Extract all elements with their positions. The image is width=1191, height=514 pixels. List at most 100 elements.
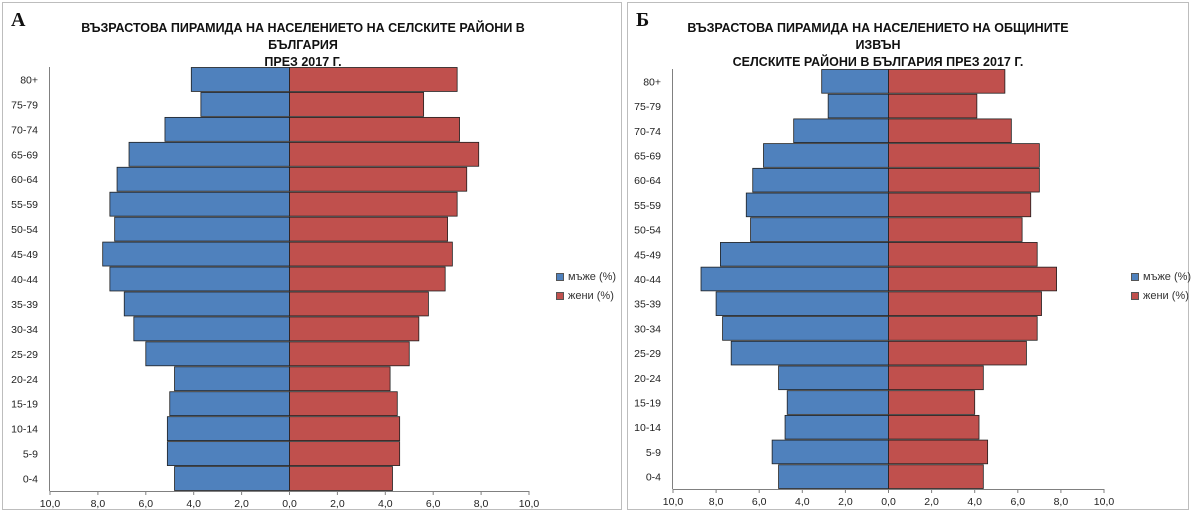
bar-male-75-79 — [827, 93, 889, 119]
legend-label-female: жени (%) — [568, 290, 614, 302]
bar-male-60-64 — [116, 166, 290, 192]
bar-male-75-79 — [200, 92, 290, 117]
bar-male-40-44 — [109, 266, 290, 292]
x-tick-label: 2,0 — [838, 496, 853, 508]
y-tick-label: 75-79 — [11, 99, 38, 111]
bar-male-5-9 — [771, 439, 889, 465]
y-tick-label: 30-34 — [634, 323, 661, 335]
bar-male-15-19 — [169, 391, 290, 417]
bar-male-50-54 — [750, 217, 889, 242]
bar-male-70-74 — [164, 116, 290, 142]
bar-female-60-64 — [888, 167, 1040, 193]
bar-male-0-4 — [174, 466, 290, 491]
population-pyramid-a: 0-4 5-9 10-14 15-19 20-24 25-29 30-34 35-39 40-4… — [11, 67, 540, 510]
bar-female-80+ — [289, 67, 458, 92]
x-tick-label: 10,0 — [663, 496, 684, 508]
bar-female-45-49 — [289, 241, 453, 267]
legend-swatch-male — [556, 273, 564, 281]
bar-female-20-24 — [289, 366, 391, 392]
legend: мъже (%) жени (%) — [556, 269, 616, 307]
y-tick-label: 0-4 — [646, 472, 661, 484]
bar-female-45-49 — [888, 242, 1038, 267]
chart-title-line2: СЕЛСКИТЕ РАЙОНИ В БЪЛГАРИЯ ПРЕЗ 2017 Г. — [732, 55, 1024, 69]
bar-male-30-34 — [133, 316, 290, 342]
bar-female-40-44 — [289, 266, 446, 292]
bar-male-20-24 — [174, 366, 290, 392]
bar-male-35-39 — [715, 291, 889, 316]
x-tick-label: 6,0 — [1010, 496, 1025, 508]
bar-female-35-39 — [289, 291, 429, 317]
y-tick-label: 55-59 — [11, 199, 38, 211]
legend-item-male: мъже (%) — [1131, 269, 1191, 285]
y-tick-label: 70-74 — [11, 124, 38, 136]
x-tick-label: 10,0 — [519, 498, 540, 510]
y-tick-label: 15-19 — [634, 398, 661, 410]
bar-female-10-14 — [888, 414, 980, 440]
legend-label-male: мъже (%) — [568, 271, 617, 283]
bar-male-50-54 — [114, 216, 290, 242]
y-tick-label: 20-24 — [11, 374, 38, 386]
x-tick-label: 8,0 — [709, 496, 724, 508]
bar-female-55-59 — [289, 191, 458, 217]
y-tick-label: 65-69 — [634, 150, 661, 162]
y-tick-label: 45-49 — [11, 249, 38, 261]
x-tick-label: 10,0 — [40, 498, 61, 510]
y-tick-label: 25-29 — [634, 348, 661, 360]
y-tick-label: 80+ — [20, 74, 38, 86]
bar-male-25-29 — [145, 341, 290, 367]
bar-female-25-29 — [888, 340, 1027, 366]
chart-title-line1: ВЪЗРАСТОВА ПИРАМИДА НА НАСЕЛЕНИЕТО НА СЕ… — [81, 21, 525, 52]
x-tick-label: 0,0 — [881, 496, 896, 508]
chart-title-line1: ВЪЗРАСТОВА ПИРАМИДА НА НАСЕЛЕНИЕТО НА ОБ… — [687, 21, 1069, 52]
y-tick-label: 35-39 — [634, 299, 661, 311]
legend-swatch-male — [1131, 273, 1139, 281]
y-tick-label: 80+ — [643, 76, 661, 88]
y-tick-label: 55-59 — [634, 200, 661, 212]
bar-male-65-69 — [128, 141, 290, 167]
legend-item-female: жени (%) — [556, 288, 616, 304]
bar-female-50-54 — [888, 217, 1023, 242]
bar-female-55-59 — [888, 192, 1032, 218]
legend-item-male: мъже (%) — [556, 269, 616, 285]
x-tick-label: 8,0 — [474, 498, 489, 510]
x-tick-label: 2,0 — [234, 498, 249, 510]
bar-male-45-49 — [102, 241, 290, 267]
bar-male-55-59 — [109, 191, 290, 217]
bar-female-50-54 — [289, 216, 448, 242]
bar-male-25-29 — [730, 340, 889, 366]
bar-male-45-49 — [720, 242, 889, 267]
y-tick-label: 50-54 — [11, 224, 38, 236]
y-tick-label: 10-14 — [634, 422, 661, 434]
bar-female-60-64 — [289, 166, 468, 192]
bar-female-15-19 — [888, 390, 976, 415]
bar-female-20-24 — [888, 365, 984, 391]
y-tick-label: 30-34 — [11, 324, 38, 336]
bar-male-15-19 — [786, 390, 889, 415]
x-tick-label: 0,0 — [282, 498, 297, 510]
y-tick-label: 40-44 — [634, 274, 661, 286]
x-tick-label: 2,0 — [330, 498, 345, 510]
legend-label-female: жени (%) — [1143, 290, 1189, 302]
bar-female-30-34 — [888, 316, 1038, 341]
bar-male-80+ — [821, 69, 889, 94]
x-tick-label: 8,0 — [91, 498, 106, 510]
bar-male-35-39 — [123, 291, 290, 317]
y-tick-label: 50-54 — [634, 225, 661, 237]
legend-item-female: жени (%) — [1131, 288, 1191, 304]
y-tick-label: 10-14 — [11, 424, 38, 436]
bar-male-0-4 — [778, 464, 889, 489]
y-tick-label: 65-69 — [11, 149, 38, 161]
x-tick-label: 4,0 — [378, 498, 393, 510]
legend-swatch-female — [1131, 292, 1139, 300]
chart-title-line2: ПРЕЗ 2017 Г. — [264, 55, 342, 69]
y-tick-label: 75-79 — [634, 101, 661, 113]
x-tick-label: 6,0 — [426, 498, 441, 510]
x-tick-label: 6,0 — [752, 496, 767, 508]
y-tick-label: 70-74 — [634, 126, 661, 138]
y-tick-label: 40-44 — [11, 274, 38, 286]
chart-title: ВЪЗРАСТОВА ПИРАМИДА НА НАСЕЛЕНИЕТО НА ОБ… — [668, 20, 1088, 71]
y-tick-label: 60-64 — [634, 175, 661, 187]
bar-female-75-79 — [888, 93, 978, 119]
x-tick-label: 6,0 — [138, 498, 153, 510]
bar-female-80+ — [888, 69, 1006, 94]
